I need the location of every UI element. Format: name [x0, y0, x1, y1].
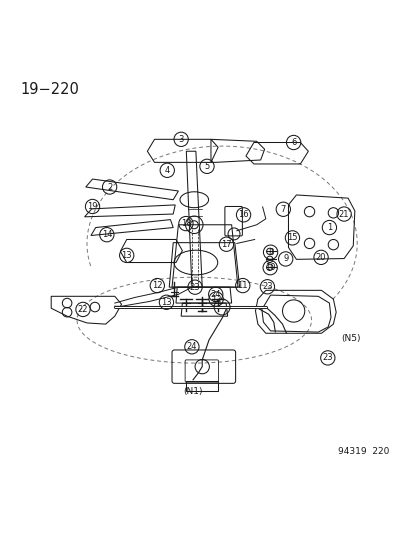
Text: 17: 17	[221, 240, 231, 249]
Text: (N1): (N1)	[183, 387, 202, 396]
Text: 12: 12	[210, 295, 221, 304]
Text: 3: 3	[178, 135, 183, 144]
Text: 4: 4	[164, 166, 169, 175]
Text: 11: 11	[237, 281, 247, 290]
Text: 18: 18	[180, 219, 191, 228]
Text: 21: 21	[338, 209, 349, 219]
Text: 12: 12	[152, 281, 162, 290]
Text: (N5): (N5)	[340, 334, 360, 343]
Text: 23: 23	[322, 353, 332, 362]
Text: 10: 10	[264, 263, 275, 272]
Text: 14: 14	[101, 230, 112, 239]
Text: 13: 13	[161, 298, 171, 307]
Text: 24: 24	[210, 290, 221, 299]
Text: 94319  220: 94319 220	[338, 448, 389, 456]
Text: 24: 24	[186, 342, 197, 351]
Text: 22: 22	[78, 305, 88, 314]
Text: 15: 15	[287, 233, 297, 243]
Text: 7: 7	[280, 205, 285, 214]
Text: 6: 6	[290, 138, 296, 147]
Text: 2: 2	[107, 182, 112, 191]
Text: 20: 20	[315, 253, 325, 262]
Text: 13: 13	[121, 251, 132, 260]
Text: 9: 9	[282, 254, 287, 263]
Text: 19: 19	[87, 202, 97, 211]
Text: 16: 16	[237, 211, 248, 220]
Text: 19−220: 19−220	[20, 82, 79, 96]
Text: 23: 23	[261, 282, 272, 291]
Text: 5: 5	[204, 162, 209, 171]
Text: 1: 1	[326, 223, 331, 232]
Text: 8: 8	[267, 248, 273, 257]
Text: 23: 23	[189, 282, 200, 292]
